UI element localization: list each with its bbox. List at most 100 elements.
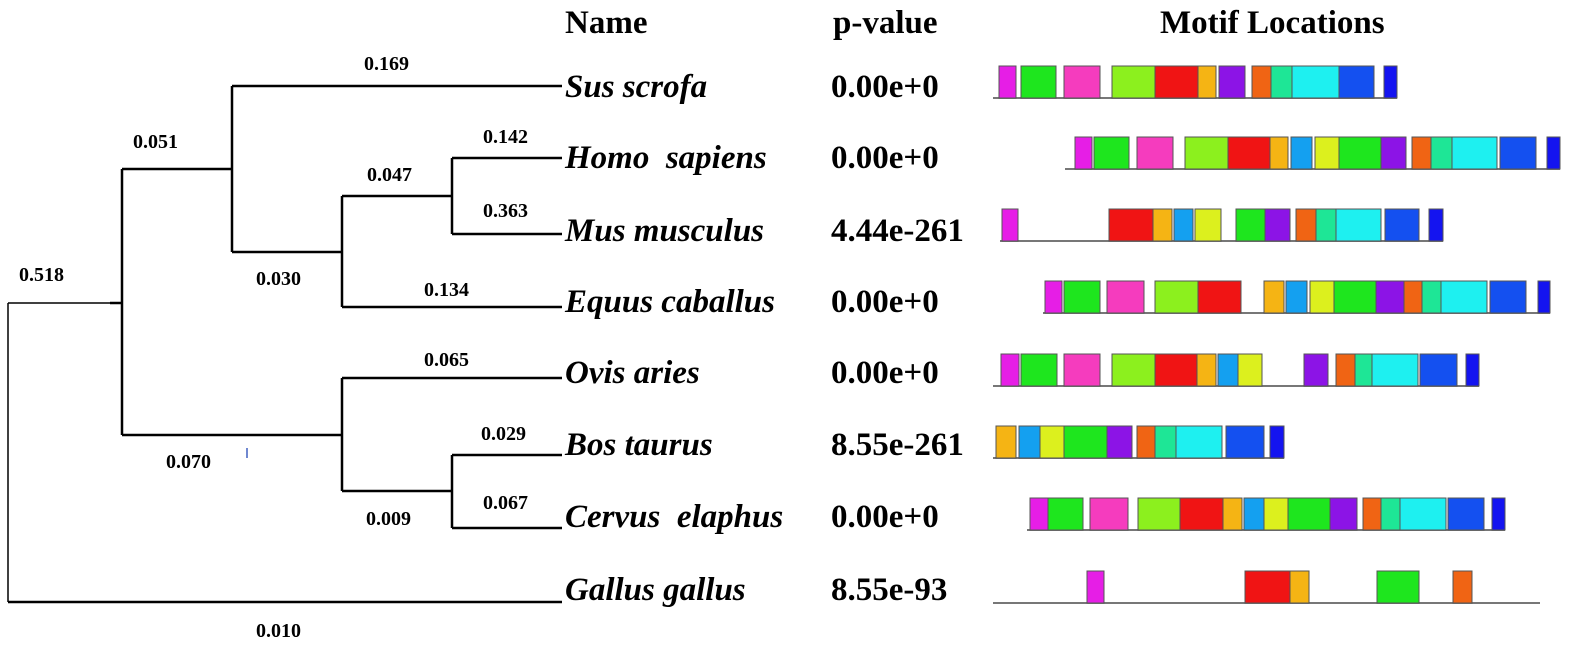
motif-block-skyblue <box>1243 497 1265 531</box>
motif-block-darkorange <box>1251 65 1272 99</box>
motif-block-green <box>1235 208 1266 242</box>
motif-block-magenta <box>998 65 1017 99</box>
motif-block-skyblue <box>1285 280 1308 314</box>
motif-block-red <box>1179 497 1224 531</box>
motif-block-cyan <box>1175 425 1223 459</box>
motif-block-darkorange <box>1335 353 1356 387</box>
motif-block-purple <box>1329 497 1358 531</box>
motif-block-magenta <box>1074 136 1093 170</box>
motif-block-red <box>1108 208 1154 242</box>
motif-block-blue <box>1338 65 1375 99</box>
motif-block-teal <box>1430 136 1453 170</box>
motif-block-orange <box>1269 136 1289 170</box>
branch-length-labels: 0.169 0.051 0.142 0.047 0.363 0.518 0.03… <box>19 53 528 642</box>
motif-block-cyan <box>1371 353 1419 387</box>
motif-block-blue <box>1489 280 1527 314</box>
motif-block-orange <box>1289 570 1310 604</box>
motif-block-red <box>1154 65 1199 99</box>
motif-block-purple <box>1264 208 1291 242</box>
motif-block-green <box>1047 497 1084 531</box>
motif-block-green <box>1287 497 1331 531</box>
motif-block-cyan <box>1291 65 1340 99</box>
motif-block-darkorange <box>1295 208 1317 242</box>
motif-block-navy <box>1383 65 1398 99</box>
motif-block-red <box>1197 280 1242 314</box>
motif-tracks <box>993 65 1561 604</box>
motif-block-yellow <box>1237 353 1263 387</box>
pvalue-text: 0.00e+0 <box>831 355 939 391</box>
pvalue-text: 0.00e+0 <box>831 284 939 320</box>
motif-block-blue <box>1225 425 1265 459</box>
motif-block-teal <box>1354 353 1373 387</box>
motif-block-orange <box>995 425 1017 459</box>
pvalue-text: 0.00e+0 <box>831 69 939 105</box>
motif-block-pink <box>1063 65 1101 99</box>
motif-block-navy <box>1491 497 1506 531</box>
name-header: Name <box>565 5 647 41</box>
motif-block-yellow <box>1263 497 1289 531</box>
motif-block-pink <box>1106 280 1145 314</box>
species-name: Equus caballus <box>564 284 775 320</box>
motif-block-pink <box>1136 136 1174 170</box>
motif-block-purple <box>1380 136 1407 170</box>
motif-block-magenta <box>1044 280 1063 314</box>
motif-block-navy <box>1428 208 1444 242</box>
motif-block-magenta <box>1086 570 1105 604</box>
branch-label-homo-mus-equus-clade: 0.030 <box>256 268 301 290</box>
motif-block-magenta <box>1001 208 1019 242</box>
motif-block-green <box>1333 280 1377 314</box>
branch-label-equus: 0.134 <box>424 279 469 301</box>
motif-block-blue <box>1384 208 1420 242</box>
branch-label-ruminant-clade: 0.070 <box>166 451 211 473</box>
branch-label-cervus: 0.067 <box>483 492 528 514</box>
motif-block-navy <box>1546 136 1561 170</box>
phylogenetic-tree <box>7 84 562 604</box>
motif-block-cyan <box>1451 136 1498 170</box>
motif-block-red <box>1227 136 1271 170</box>
motif-block-darkorange <box>1411 136 1432 170</box>
pvalue-text: 0.00e+0 <box>831 140 939 176</box>
motif-block-red <box>1154 353 1198 387</box>
motif-block-teal <box>1270 65 1293 99</box>
motif-block-cyan <box>1399 497 1447 531</box>
motif-block-orange <box>1152 208 1173 242</box>
motif-block-skyblue <box>1290 136 1313 170</box>
motif-block-lime <box>1154 280 1199 314</box>
motif-block-orange <box>1196 353 1217 387</box>
motif-block-blue <box>1419 353 1458 387</box>
motif-header: Motif Locations <box>1160 5 1385 41</box>
motif-block-green <box>1020 353 1058 387</box>
motif-block-green <box>1338 136 1382 170</box>
motif-block-darkorange <box>1452 570 1473 604</box>
species-name: Sus scrofa <box>565 69 707 105</box>
motif-block-navy <box>1465 353 1480 387</box>
motif-block-lime <box>1184 136 1229 170</box>
motif-block-navy <box>1269 425 1285 459</box>
motif-block-skyblue <box>1217 353 1239 387</box>
motif-block-green <box>1093 136 1130 170</box>
pvalue-text: 8.55e-261 <box>831 427 964 463</box>
species-name: Homo sapiens <box>564 140 767 176</box>
branch-label-gallus: 0.010 <box>256 620 301 642</box>
motif-block-orange <box>1197 65 1217 99</box>
species-name: Gallus gallus <box>565 572 746 608</box>
motif-block-darkorange <box>1362 497 1382 531</box>
motif-block-yellow <box>1314 136 1340 170</box>
motif-block-cyan <box>1335 208 1382 242</box>
branch-label-homo-mus-clade: 0.047 <box>367 164 412 186</box>
motif-block-purple <box>1303 353 1329 387</box>
motif-block-purple <box>1375 280 1405 314</box>
motif-block-green <box>1376 570 1420 604</box>
pvalue-text: 0.00e+0 <box>831 499 939 535</box>
motif-block-darkorange <box>1136 425 1156 459</box>
pvalue-header: p-value <box>833 5 938 41</box>
species-name: Ovis aries <box>565 355 700 391</box>
motif-block-magenta <box>1029 497 1049 531</box>
motif-block-blue <box>1447 497 1485 531</box>
motif-block-teal <box>1421 280 1442 314</box>
motif-block-cyan <box>1440 280 1488 314</box>
motif-block-yellow <box>1039 425 1065 459</box>
motif-block-pink <box>1089 497 1129 531</box>
motif-block-blue <box>1499 136 1537 170</box>
motif-block-lime <box>1111 353 1156 387</box>
